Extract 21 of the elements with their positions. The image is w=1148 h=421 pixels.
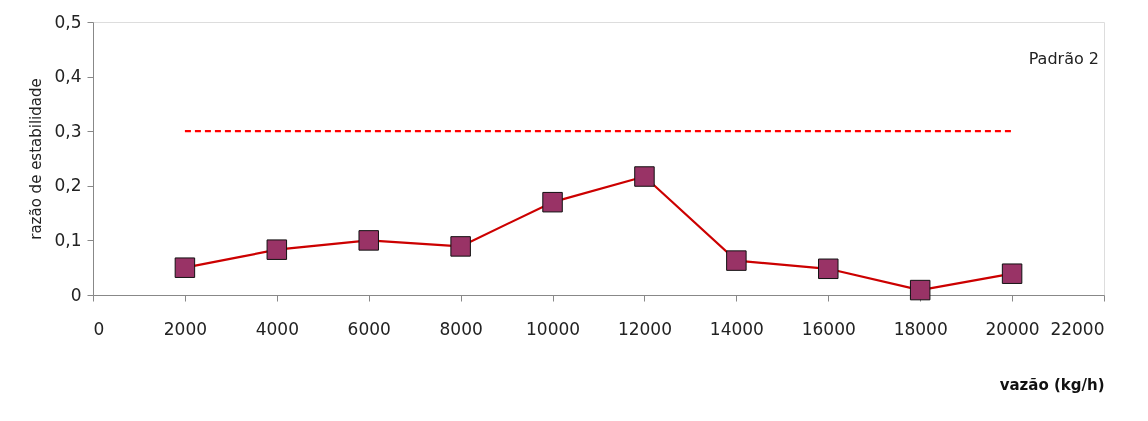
x-tick-label: 20000	[985, 318, 1040, 339]
x-tick-label: 4000	[255, 318, 299, 339]
x-tick-label: 14000	[709, 318, 764, 339]
x-tick-label: 18000	[893, 318, 948, 339]
x-tick-label: 22000	[1050, 318, 1105, 339]
x-tick-label: 8000	[439, 318, 483, 339]
x-tick-label: 12000	[617, 318, 672, 339]
y-axis-title: razão de estabilidade	[27, 78, 46, 240]
x-tick-label: 16000	[801, 318, 856, 339]
y-tick-label: 0	[70, 284, 82, 305]
x-tick-label: 2000	[163, 318, 208, 339]
y-tick-label: 0,3	[54, 120, 82, 141]
y-tick-label: 0,1	[54, 229, 82, 250]
x-axis-title: vazão (kg/h)	[999, 375, 1105, 394]
annotation: Padrão 2	[1028, 49, 1099, 68]
y-tick-label: 0,5	[54, 11, 82, 32]
x-tick-label: 10000	[526, 318, 581, 339]
x-tick-label: 6000	[347, 318, 391, 339]
x-tick-label: 0	[93, 318, 105, 339]
y-tick-label: 0,4	[54, 66, 82, 87]
y-tick-label: 0,2	[54, 175, 82, 196]
